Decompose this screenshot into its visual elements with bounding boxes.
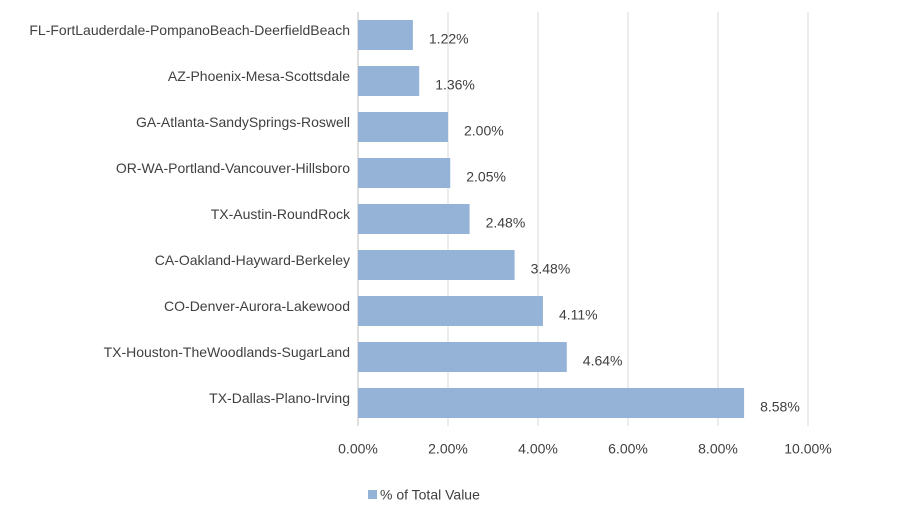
x-tick-label: 0.00% (338, 441, 378, 457)
value-label: 2.00% (464, 123, 504, 139)
value-label: 2.48% (486, 215, 526, 231)
y-tick-label: TX-Dallas-Plano-Irving (209, 389, 350, 406)
value-label: 8.58% (760, 399, 800, 415)
bar (358, 112, 448, 142)
y-tick-label: GA-Atlanta-SandySprings-Roswell (136, 113, 350, 130)
value-label: 1.22% (429, 31, 469, 47)
y-tick-label: FL-FortLauderdale-PompanoBeach-Deerfield… (29, 21, 350, 38)
x-tick-label: 10.00% (784, 441, 831, 457)
bar (358, 158, 451, 188)
value-label: 4.64% (583, 353, 623, 369)
value-label: 2.05% (466, 169, 506, 185)
bar (358, 20, 413, 50)
bar (358, 342, 567, 372)
y-tick-label: AZ-Phoenix-Mesa-Scottsdale (167, 67, 350, 84)
value-label: 3.48% (531, 261, 571, 277)
bar (358, 204, 470, 234)
bar (358, 250, 515, 280)
bar (358, 296, 543, 326)
legend-swatch (368, 490, 377, 499)
y-tick-label: CA-Oakland-Hayward-Berkeley (154, 251, 350, 268)
bar (358, 66, 420, 96)
x-tick-label: 8.00% (698, 441, 738, 457)
y-tick-label: CO-Denver-Aurora-Lakewood (164, 297, 350, 314)
legend-label: % of Total Value (380, 487, 480, 503)
y-tick-label: TX-Austin-RoundRock (210, 205, 350, 222)
y-tick-label: OR-WA-Portland-Vancouver-Hillsboro (115, 159, 350, 176)
value-label: 4.11% (559, 307, 598, 323)
x-tick-label: 2.00% (428, 441, 468, 457)
value-label: 1.36% (435, 77, 475, 93)
y-tick-label: TX-Houston-TheWoodlands-SugarLand (103, 343, 350, 360)
x-tick-label: 4.00% (518, 441, 558, 457)
bar (358, 388, 745, 418)
x-tick-label: 6.00% (608, 441, 648, 457)
